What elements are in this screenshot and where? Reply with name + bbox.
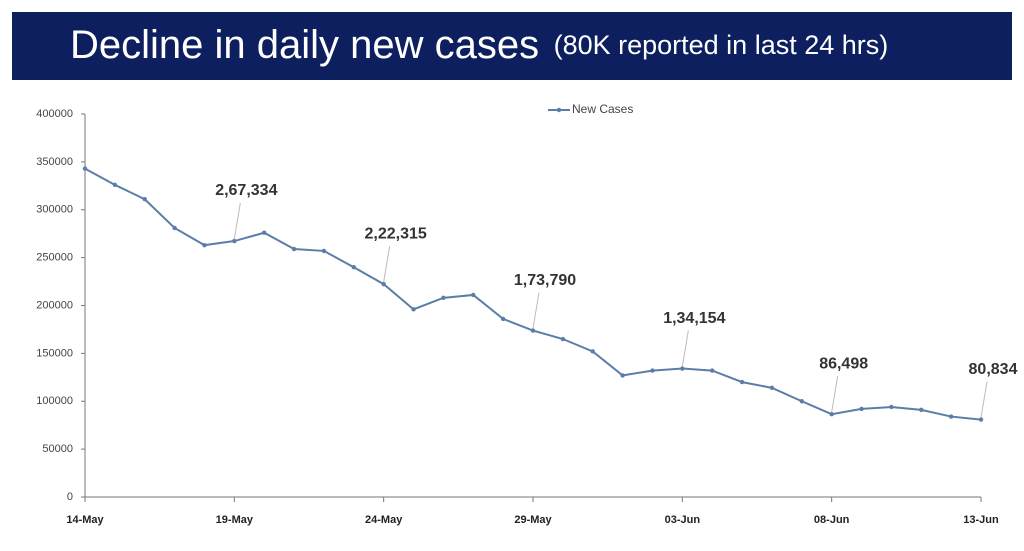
point: [351, 265, 356, 270]
point: [948, 414, 954, 419]
point: [321, 248, 327, 254]
point: [889, 404, 894, 410]
x-tick-label: 14-May: [66, 514, 104, 526]
point: [441, 295, 446, 301]
point: [919, 407, 924, 413]
point: [291, 246, 297, 252]
point: [530, 328, 536, 333]
point: [172, 225, 177, 231]
point: [232, 238, 237, 244]
y-tick-label: 0: [67, 491, 73, 503]
y-tick-label: 400000: [36, 108, 73, 120]
line: [84, 167, 982, 421]
legend-marker: [556, 107, 562, 113]
y-tick-label: 50000: [42, 443, 73, 455]
leader-line: [831, 376, 839, 413]
y-tick-label: 300000: [36, 204, 73, 216]
point: [829, 411, 834, 417]
y-tick-label: 150000: [36, 347, 73, 359]
x-tick-label: 19-May: [216, 514, 254, 526]
point: [202, 242, 207, 248]
y-tick-label: 200000: [36, 299, 73, 311]
point: [620, 373, 625, 378]
x-tick-label: 13-Jun: [963, 514, 999, 526]
point: [739, 379, 745, 385]
value-label: 2,67,334: [215, 182, 277, 199]
point: [978, 417, 984, 422]
point: [411, 307, 416, 312]
chart-title: Decline in daily new cases: [70, 23, 539, 67]
point: [142, 197, 147, 202]
value-label: 2,22,315: [365, 225, 427, 242]
point: [500, 316, 506, 322]
point: [381, 281, 386, 287]
leader-line: [233, 202, 241, 240]
value-label: 1,34,154: [663, 310, 725, 327]
y-tick-label: 100000: [36, 395, 73, 407]
leader-line: [980, 381, 988, 418]
leader-line: [383, 246, 391, 283]
x-tick-label: 03-Jun: [665, 514, 701, 526]
leader-line: [532, 292, 540, 329]
point: [799, 399, 804, 404]
y-tick-label: 250000: [36, 252, 73, 264]
x-tick-label: 24-May: [365, 514, 403, 526]
y-tick-label: 350000: [36, 156, 73, 168]
x-tick-label: 29-May: [514, 514, 552, 526]
point: [769, 385, 775, 391]
leader-line: [681, 330, 689, 367]
value-label: 1,73,790: [514, 272, 576, 289]
value-label: 80,834: [969, 361, 1018, 378]
point: [680, 366, 685, 371]
point: [262, 230, 267, 235]
x-tick-label: 08-Jun: [814, 514, 850, 526]
chart-subtitle: (80K reported in last 24 hrs): [554, 30, 889, 60]
point: [859, 406, 864, 412]
title-banner: [12, 12, 1012, 80]
legend-label: New Cases: [572, 102, 633, 116]
point: [590, 349, 595, 354]
point: [560, 336, 566, 342]
title-line: Decline in daily new cases (80K reported…: [70, 23, 888, 67]
point: [471, 292, 476, 298]
value-label: 86,498: [819, 355, 868, 372]
point: [650, 368, 655, 373]
point: [112, 182, 118, 188]
point: [710, 368, 715, 373]
point: [82, 166, 88, 171]
